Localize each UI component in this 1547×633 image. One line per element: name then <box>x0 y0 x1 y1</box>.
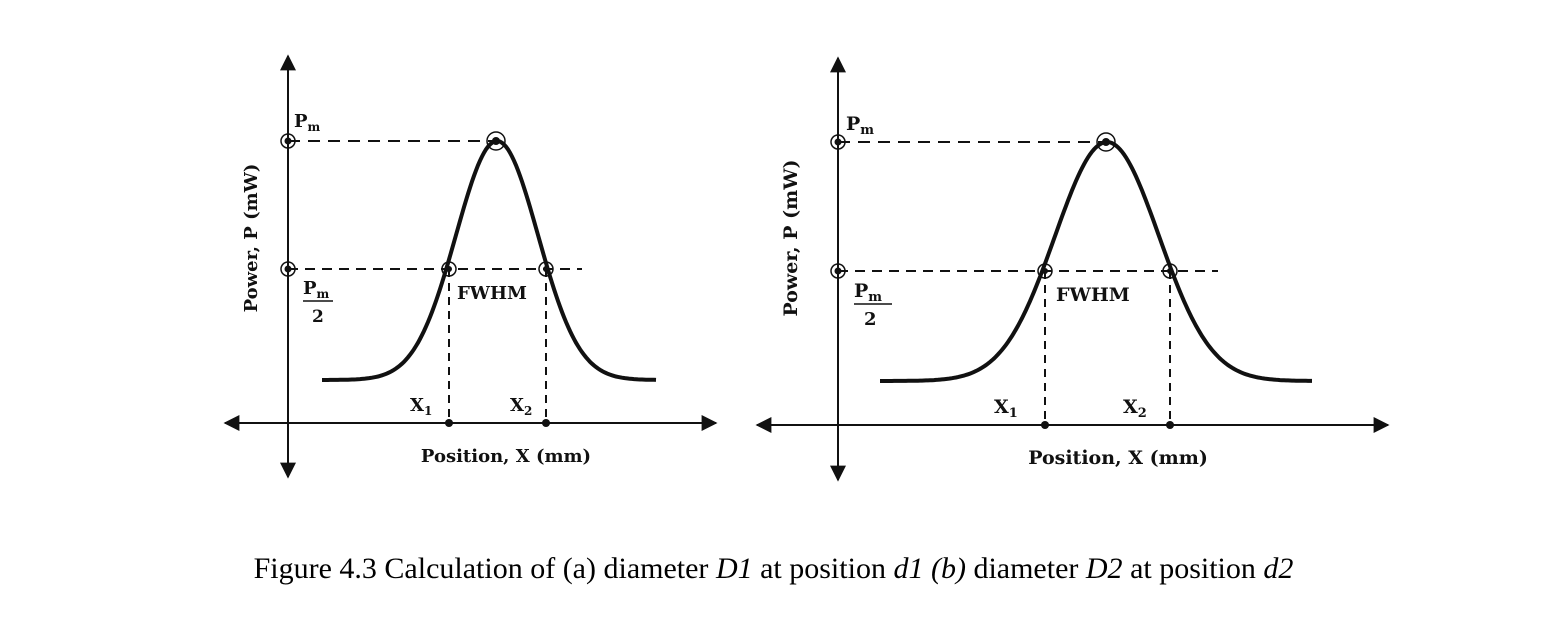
panel-b-peak-axis-marker <box>830 134 846 150</box>
caption-d1: D1 <box>715 552 753 585</box>
panel-a-x2-label: X2 <box>510 395 532 418</box>
panel-b-fwhm-label: FWHM <box>1056 284 1130 306</box>
panel-b-half-label: Pm 2 <box>854 280 892 330</box>
panel-b-x2-half-marker <box>1162 263 1178 279</box>
panel-a-x2-axis-dot <box>542 419 550 427</box>
panel-b-x2-axis-dot <box>1166 421 1174 429</box>
panel-a-half-label: Pm 2 <box>303 278 333 327</box>
svg-text:Pm: Pm <box>854 280 882 305</box>
panel-a-x1-axis-dot <box>445 419 453 427</box>
panel-b-x-axis-title: Position, X (mm) <box>1028 447 1208 469</box>
panel-b-peak-marker <box>1096 132 1116 152</box>
svg-text:2: 2 <box>312 307 324 327</box>
panel-a-x2-half-marker <box>538 261 554 277</box>
panel-a-x1-half-marker <box>441 261 457 277</box>
svg-text:2: 2 <box>864 309 877 330</box>
panel-b-x2-label: X2 <box>1123 396 1147 421</box>
panel-b-gaussian-curve <box>880 140 1312 383</box>
figure-caption: Figure 4.3 Calculation of (a) diameter D… <box>253 552 1294 585</box>
caption-pos2: d2 <box>1263 552 1294 585</box>
caption-pos1: d1 (b) <box>893 552 966 585</box>
panel-a: Pm Pm 2 FWHM X1 X2 Position, X (mm) Powe… <box>223 54 718 479</box>
panel-a-gaussian-curve <box>322 139 657 382</box>
svg-text:Pm: Pm <box>303 278 330 301</box>
panel-a-peak-label: Pm <box>294 111 321 134</box>
panel-a-fwhm-label: FWHM <box>457 283 527 304</box>
figure: Pm Pm 2 FWHM X1 X2 Position, X (mm) Powe… <box>223 54 1390 482</box>
panel-a-y-axis-title: Power, P (mW) <box>241 164 262 313</box>
panel-a-peak-marker <box>486 131 506 151</box>
panel-b-x1-label: X1 <box>994 396 1018 421</box>
panel-b-x1-half-marker <box>1037 263 1053 279</box>
panel-a-x-axis-title: Position, X (mm) <box>421 446 591 467</box>
caption-d2: D2 <box>1085 552 1123 585</box>
panel-b-x1-axis-dot <box>1041 421 1049 429</box>
panel-b-peak-label: Pm <box>846 113 874 138</box>
panel-b: Pm Pm 2 FWHM X1 X2 Position, X (mm) Powe… <box>755 56 1390 482</box>
panel-a-x1-label: X1 <box>410 395 432 418</box>
panel-b-half-axis-marker <box>830 263 846 279</box>
panel-a-half-axis-marker <box>280 261 296 277</box>
panel-b-y-axis-title: Power, P (mW) <box>780 159 802 316</box>
panel-a-peak-axis-marker <box>280 133 296 149</box>
